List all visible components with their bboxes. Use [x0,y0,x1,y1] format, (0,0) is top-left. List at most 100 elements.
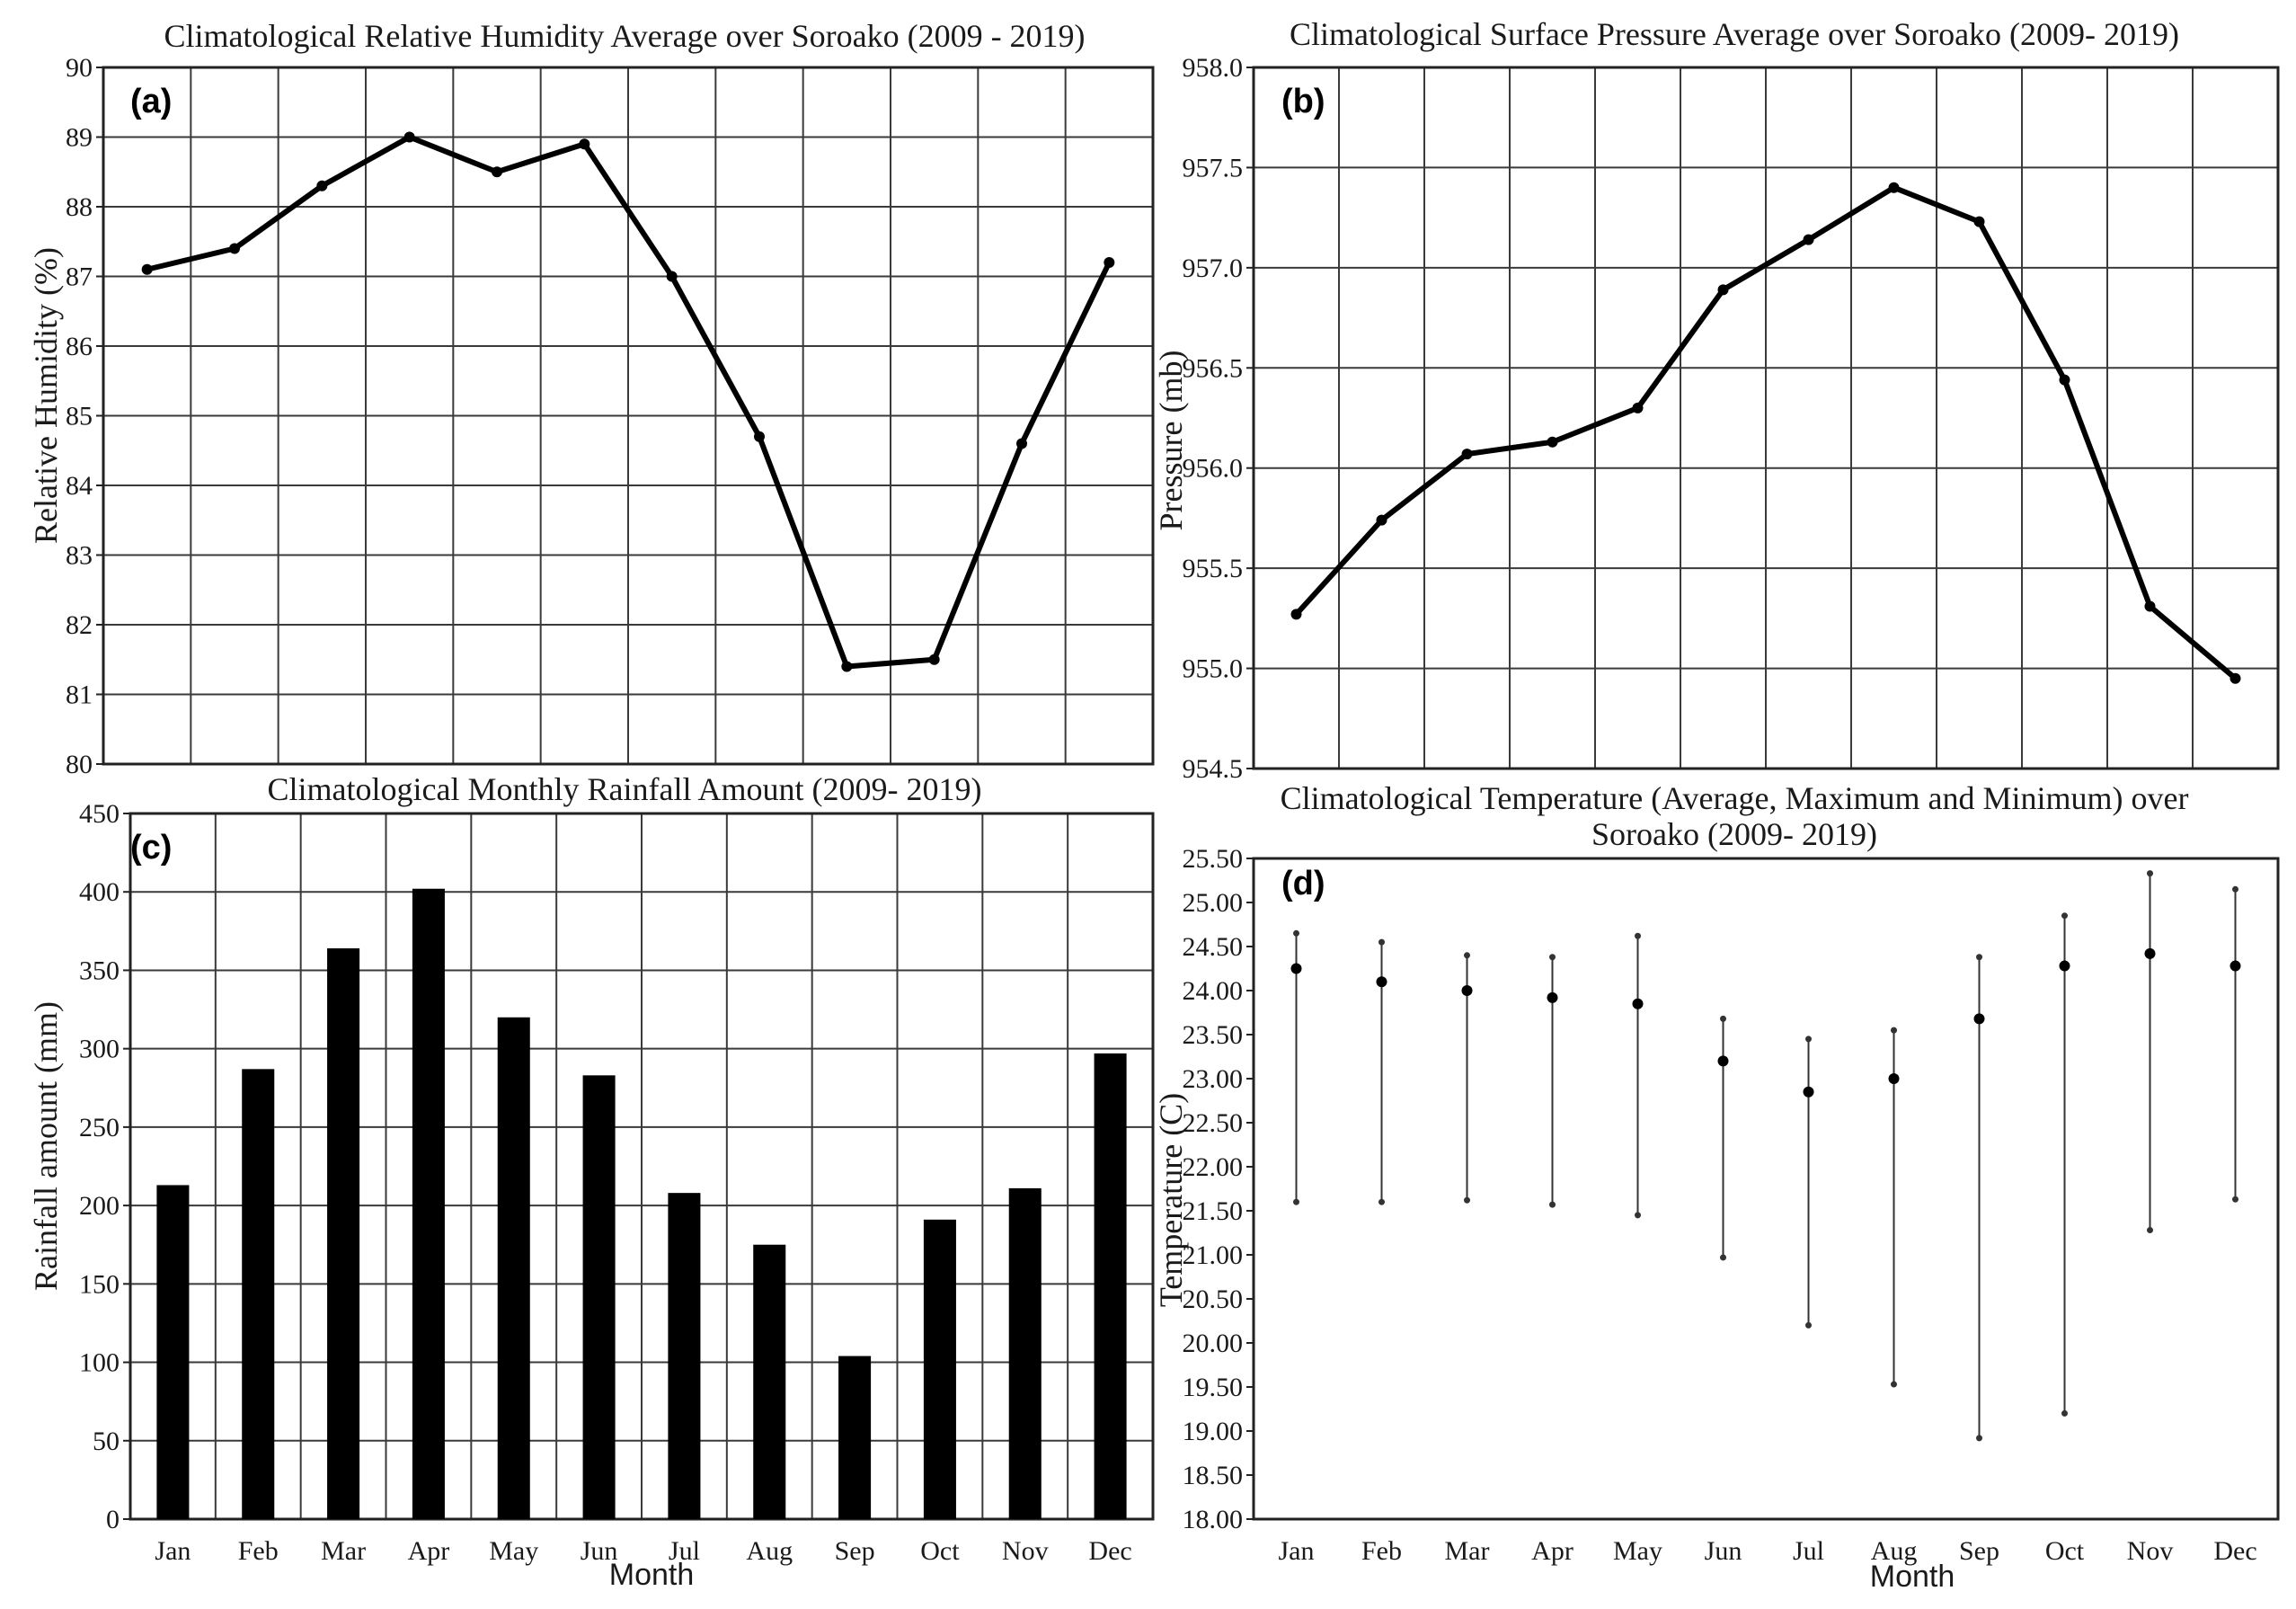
rainfall-y-tick-label: 150 [79,1269,120,1299]
pressure-y-tick-label: 954.5 [1183,754,1244,784]
temperature-max-marker [1805,1036,1812,1043]
pressure-y-tick-label: 955.0 [1183,654,1244,684]
temperature-x-tick-label: Jul [1793,1536,1824,1566]
temperature-average-marker [1973,1013,1985,1025]
humidity-data-point [492,166,502,178]
temperature-y-tick-label: 19.00 [1183,1417,1244,1446]
temperature-y-tick-label: 18.50 [1183,1461,1244,1490]
humidity-y-tick-label: 88 [66,192,93,222]
temperature-min-marker [2061,1409,2068,1417]
rainfall-bar [753,1244,786,1519]
temperature-y-tick-label: 22.00 [1183,1152,1244,1182]
pressure-data-point [1290,609,1302,620]
temperature-min-marker [1293,1198,1299,1205]
rainfall-x-tick-label: Nov [1002,1536,1049,1566]
humidity-y-tick-label: 85 [66,402,93,431]
humidity-y-tick-label: 90 [66,53,93,83]
temperature-y-tick-label: 19.50 [1183,1373,1244,1402]
rainfall-y-tick-label: 0 [106,1505,120,1534]
temperature-max-marker [1464,952,1470,959]
pressure-data-point [1888,182,1900,193]
rainfall-y-tick-label: 450 [79,799,120,829]
pressure-data-point [2059,374,2070,386]
temperature-min-marker [2147,1227,2153,1234]
humidity-data-point [928,653,940,665]
humidity-data-point [754,431,765,442]
temperature-average-marker [2230,960,2241,972]
pressure-data-point [1461,449,1473,460]
pressure-data-point [1803,234,1814,245]
humidity-data-point [229,243,240,254]
rainfall-bar [923,1219,956,1519]
temperature-max-marker [1891,1027,1897,1034]
temperature-max-marker [2232,885,2238,893]
temperature-average-marker [1376,976,1387,988]
temperature-max-marker [1549,954,1556,961]
humidity-series-line [146,134,1113,670]
pressure-y-tick-label: 956.0 [1183,454,1244,484]
temperature-x-tick-label: Sep [1959,1536,1999,1566]
temperature-min-marker [1549,1201,1556,1208]
rainfall-bar [1008,1187,1042,1519]
temperature-chart-title-line2: Soroako (2009- 2019) [1591,816,1877,852]
rainfall-x-tick-label: Jan [155,1536,191,1566]
rainfall-x-tick-label: Jul [669,1536,700,1566]
rainfall-x-axis-label: Month [609,1558,695,1592]
temperature-x-axis-label: Month [1870,1560,1955,1594]
temperature-average-marker [1290,963,1302,974]
temperature-x-tick-label: Oct [2045,1536,2085,1566]
temperature-y-tick-label: 20.50 [1183,1285,1244,1314]
temperature-average-marker [2144,947,2156,959]
humidity-y-tick-label: 87 [66,262,93,292]
temperature-y-tick-label: 24.50 [1183,932,1244,962]
rainfall-x-tick-label: Feb [238,1536,279,1566]
temperature-min-marker [2232,1196,2238,1203]
temperature-max-marker [1378,938,1385,946]
temperature-min-marker [1720,1254,1726,1261]
pressure-y-tick-label: 957.5 [1183,153,1244,182]
pressure-data-point [2230,672,2241,684]
rainfall-panel: Climatological Monthly Rainfall Amount (… [28,771,1155,1592]
rainfall-x-tick-label: Jun [581,1536,618,1566]
pressure-plot-frame [1252,66,2280,770]
rainfall-bar [497,1017,530,1519]
rainfall-bar [412,888,445,1519]
temperature-plot-frame [1252,857,2280,1521]
rainfall-y-tick-label: 400 [79,877,120,907]
rainfall-y-axis-label: Rainfall amount (mm) [28,1001,64,1291]
temperature-x-tick-label: Jun [1705,1536,1742,1566]
temperature-min-marker [1891,1381,1897,1388]
humidity-y-tick-label: 82 [66,610,93,640]
pressure-panel-tag: (b) [1281,83,1325,120]
temperature-min-marker [1464,1196,1470,1204]
temperature-min-marker [1378,1198,1385,1205]
temperature-x-tick-label: Mar [1445,1536,1490,1566]
temperature-y-tick-label: 21.00 [1183,1240,1244,1270]
temperature-y-tick-label: 25.00 [1183,888,1244,918]
pressure-y-tick-label: 957.0 [1183,253,1244,283]
pressure-data-point [1717,284,1729,296]
temperature-max-marker [1635,932,1641,939]
temperature-chart-title-line1: Climatological Temperature (Average, Max… [1281,780,2189,816]
rainfall-bar [327,948,360,1519]
humidity-data-point [141,263,153,275]
temperature-y-tick-label: 22.50 [1183,1108,1244,1138]
temperature-x-tick-label: Aug [1871,1536,1918,1566]
rainfall-x-tick-label: May [489,1536,538,1566]
temperature-x-tick-label: Jan [1279,1536,1315,1566]
rainfall-x-tick-label: Oct [920,1536,960,1566]
rainfall-x-tick-label: Sep [835,1536,875,1566]
rainfall-bar [242,1069,275,1519]
rainfall-y-tick-label: 50 [93,1427,120,1456]
temperature-x-tick-label: Dec [2213,1536,2256,1566]
pressure-data-point [1547,436,1558,448]
humidity-panel-tag: (a) [130,83,172,120]
temperature-min-marker [1635,1212,1641,1219]
rainfall-panel-tag: (c) [130,829,172,867]
temperature-max-marker [2147,870,2153,877]
temperature-average-marker [1547,991,1558,1003]
rainfall-x-tick-label: Dec [1088,1536,1131,1566]
humidity-panel: Climatological Relative Humidity Average… [28,18,1155,779]
temperature-x-tick-label: Feb [1361,1536,1402,1566]
